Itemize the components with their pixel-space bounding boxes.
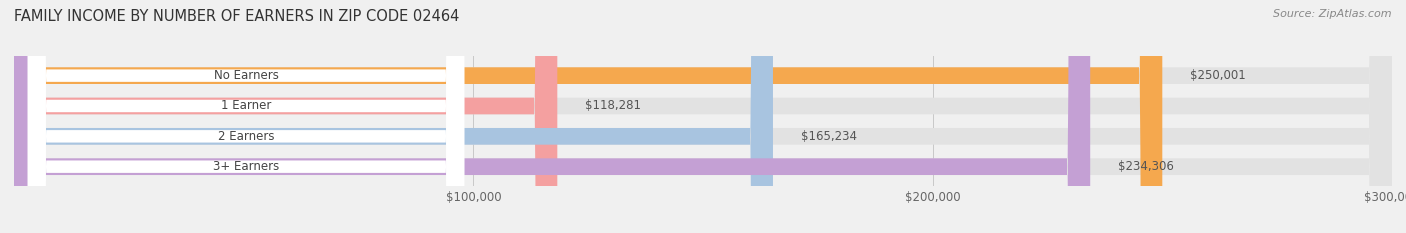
FancyBboxPatch shape [28,0,464,233]
FancyBboxPatch shape [14,0,557,233]
FancyBboxPatch shape [28,0,464,233]
Text: 2 Earners: 2 Earners [218,130,274,143]
Text: $234,306: $234,306 [1118,160,1174,173]
FancyBboxPatch shape [14,0,1392,233]
Text: $165,234: $165,234 [800,130,856,143]
FancyBboxPatch shape [14,0,1090,233]
FancyBboxPatch shape [14,0,773,233]
Text: 3+ Earners: 3+ Earners [212,160,280,173]
FancyBboxPatch shape [14,0,1392,233]
Text: 1 Earner: 1 Earner [221,99,271,113]
FancyBboxPatch shape [14,0,1163,233]
Text: No Earners: No Earners [214,69,278,82]
FancyBboxPatch shape [14,0,1392,233]
Text: $250,001: $250,001 [1189,69,1246,82]
FancyBboxPatch shape [28,0,464,233]
Text: Source: ZipAtlas.com: Source: ZipAtlas.com [1274,9,1392,19]
FancyBboxPatch shape [28,0,464,233]
Text: FAMILY INCOME BY NUMBER OF EARNERS IN ZIP CODE 02464: FAMILY INCOME BY NUMBER OF EARNERS IN ZI… [14,9,460,24]
Text: $118,281: $118,281 [585,99,641,113]
FancyBboxPatch shape [14,0,1392,233]
